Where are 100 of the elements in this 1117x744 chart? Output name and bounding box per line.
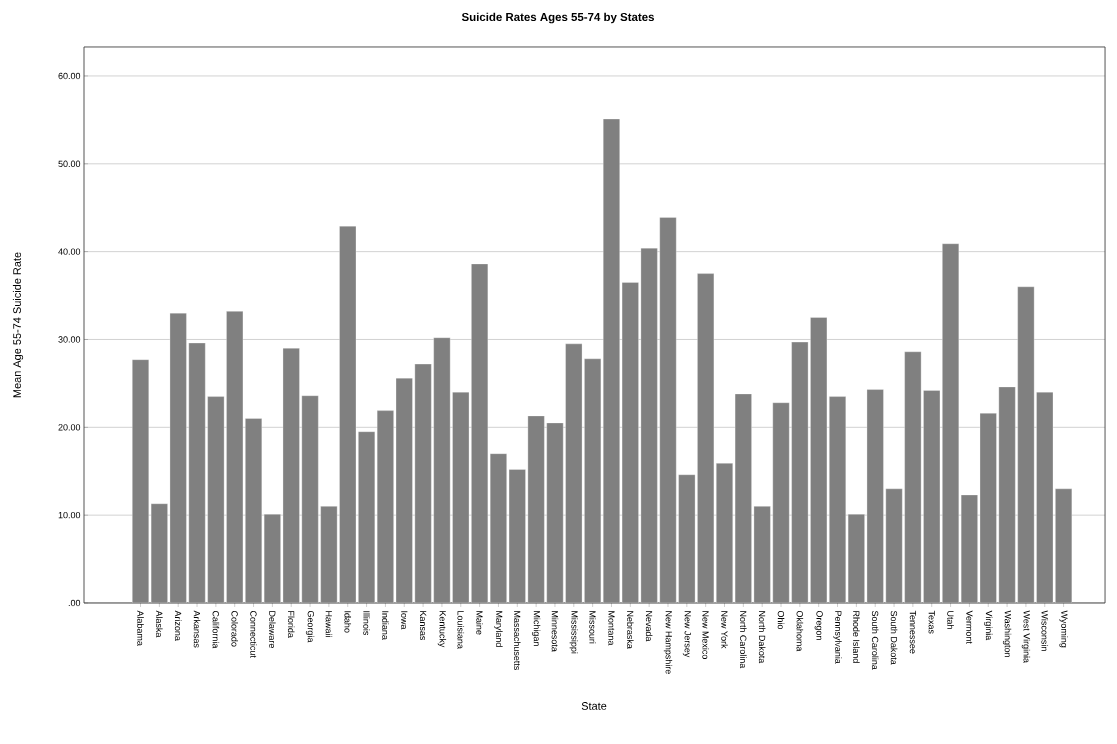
- x-tick-label: Kentucky: [437, 611, 447, 648]
- x-tick-label: Arkansas: [193, 610, 201, 648]
- y-tick-label: 60.00: [58, 72, 81, 80]
- bar: [433, 337, 451, 603]
- bar: [188, 342, 206, 603]
- bar: [942, 243, 959, 603]
- bar: [659, 217, 677, 603]
- bar: [810, 317, 827, 603]
- x-tick-label: Idaho: [344, 611, 352, 633]
- y-tick-label: 10.00: [58, 511, 81, 519]
- x-tick-label: Oklahoma: [796, 610, 804, 652]
- bar: [226, 311, 243, 603]
- bar: [697, 273, 714, 603]
- bar: [735, 393, 752, 603]
- x-tick-label: Rhode Island: [853, 611, 860, 663]
- y-axis-title: Mean Age 55-74 Suicide Rate: [12, 252, 24, 398]
- bar: [282, 348, 300, 603]
- bar: [414, 364, 432, 603]
- bar: [622, 282, 639, 603]
- x-tick-label: Alabama: [137, 610, 144, 646]
- bar: [490, 453, 507, 603]
- x-tick-label: South Dakota: [890, 610, 898, 665]
- bar: [584, 358, 601, 603]
- bar: [904, 351, 922, 603]
- bar: [603, 119, 620, 603]
- x-tick-label: Mississippi: [569, 611, 578, 654]
- bar: [509, 469, 526, 603]
- x-tick-label: New York: [721, 611, 728, 649]
- x-tick-label: Maine: [476, 611, 483, 635]
- x-tick-label: West Virginia: [1021, 610, 1031, 663]
- bar: [885, 488, 903, 603]
- bar: [452, 392, 470, 603]
- x-tick-label: South Carolina: [871, 610, 879, 670]
- y-tick-label: 50.00: [58, 160, 81, 167]
- bar: [320, 506, 338, 603]
- x-tick-label: Hawaii: [325, 611, 333, 637]
- x-tick-label: Virginia: [984, 610, 993, 641]
- y-tick-label: .00: [68, 599, 81, 607]
- bar: [358, 431, 375, 603]
- x-tick-label: Nebraska: [627, 611, 634, 649]
- x-tick-label: Minnesota: [551, 611, 559, 652]
- bar: [829, 396, 846, 603]
- bar: [396, 378, 413, 603]
- bar: [1055, 488, 1072, 603]
- bar: [132, 359, 149, 603]
- x-tick-label: Maryland: [494, 611, 503, 647]
- x-tick-label: Tennessee: [909, 610, 917, 654]
- x-tick-label: Colorado: [231, 610, 239, 647]
- x-tick-label: Wyoming: [1059, 610, 1068, 648]
- bar: [565, 343, 583, 603]
- bar: [339, 226, 356, 603]
- x-tick-label: Georgia: [305, 610, 315, 643]
- x-tick-label: Iowa: [401, 611, 408, 630]
- bar: [866, 389, 884, 603]
- x-tick-label: Nevada: [645, 611, 653, 642]
- x-tick-label: Pennsylvania: [833, 611, 842, 664]
- x-axis-title: State: [581, 702, 607, 710]
- x-tick-label: Washington: [1002, 610, 1012, 657]
- bar: [377, 410, 394, 603]
- x-tick-label: Connecticut: [250, 610, 257, 658]
- y-tick-label: 30.00: [58, 336, 81, 343]
- bar: [998, 386, 1016, 603]
- x-tick-label: Texas: [928, 610, 935, 634]
- bar: [979, 413, 997, 603]
- y-tick-label: 20.00: [58, 424, 81, 431]
- x-tick-label: New Mexico: [702, 611, 709, 659]
- bar: [245, 418, 262, 603]
- x-tick-label: Kansas: [419, 611, 427, 641]
- bar: [169, 313, 187, 603]
- bar: [207, 396, 225, 603]
- x-tick-label: Montana: [608, 611, 615, 646]
- bar: [301, 395, 319, 603]
- x-tick-label: North Dakota: [758, 611, 766, 664]
- chart-title: Suicide Rates Ages 55-74 by States: [461, 12, 654, 24]
- x-tick-label: Illinois: [363, 611, 370, 636]
- x-tick-label: New Hampshire: [663, 611, 673, 674]
- bar: [640, 248, 658, 603]
- bar: [527, 415, 545, 603]
- bar: [678, 474, 696, 603]
- bar: [471, 263, 488, 603]
- x-tick-label: Indiana: [382, 611, 389, 640]
- x-tick-label: Oregon: [814, 610, 823, 640]
- bar: [546, 422, 564, 603]
- bar: [716, 463, 733, 603]
- x-tick-label: Michigan: [531, 611, 541, 646]
- x-tick-label: Florida: [287, 611, 295, 638]
- bar: [791, 342, 809, 603]
- bar: [923, 390, 940, 603]
- x-tick-label: Ohio: [777, 610, 785, 630]
- x-tick-label: Alaska: [156, 610, 163, 638]
- x-tick-label: Utah: [947, 611, 954, 629]
- y-tick-label: 40.00: [58, 248, 81, 255]
- x-tick-label: Arizona: [174, 610, 182, 641]
- x-tick-label: California: [212, 610, 220, 649]
- x-tick-label: Delaware: [269, 611, 276, 648]
- bar: [1036, 392, 1054, 603]
- bar: [772, 402, 790, 603]
- x-tick-label: North Carolina: [740, 611, 747, 669]
- x-tick-label: New Jersey: [682, 611, 691, 658]
- bar: [151, 503, 168, 603]
